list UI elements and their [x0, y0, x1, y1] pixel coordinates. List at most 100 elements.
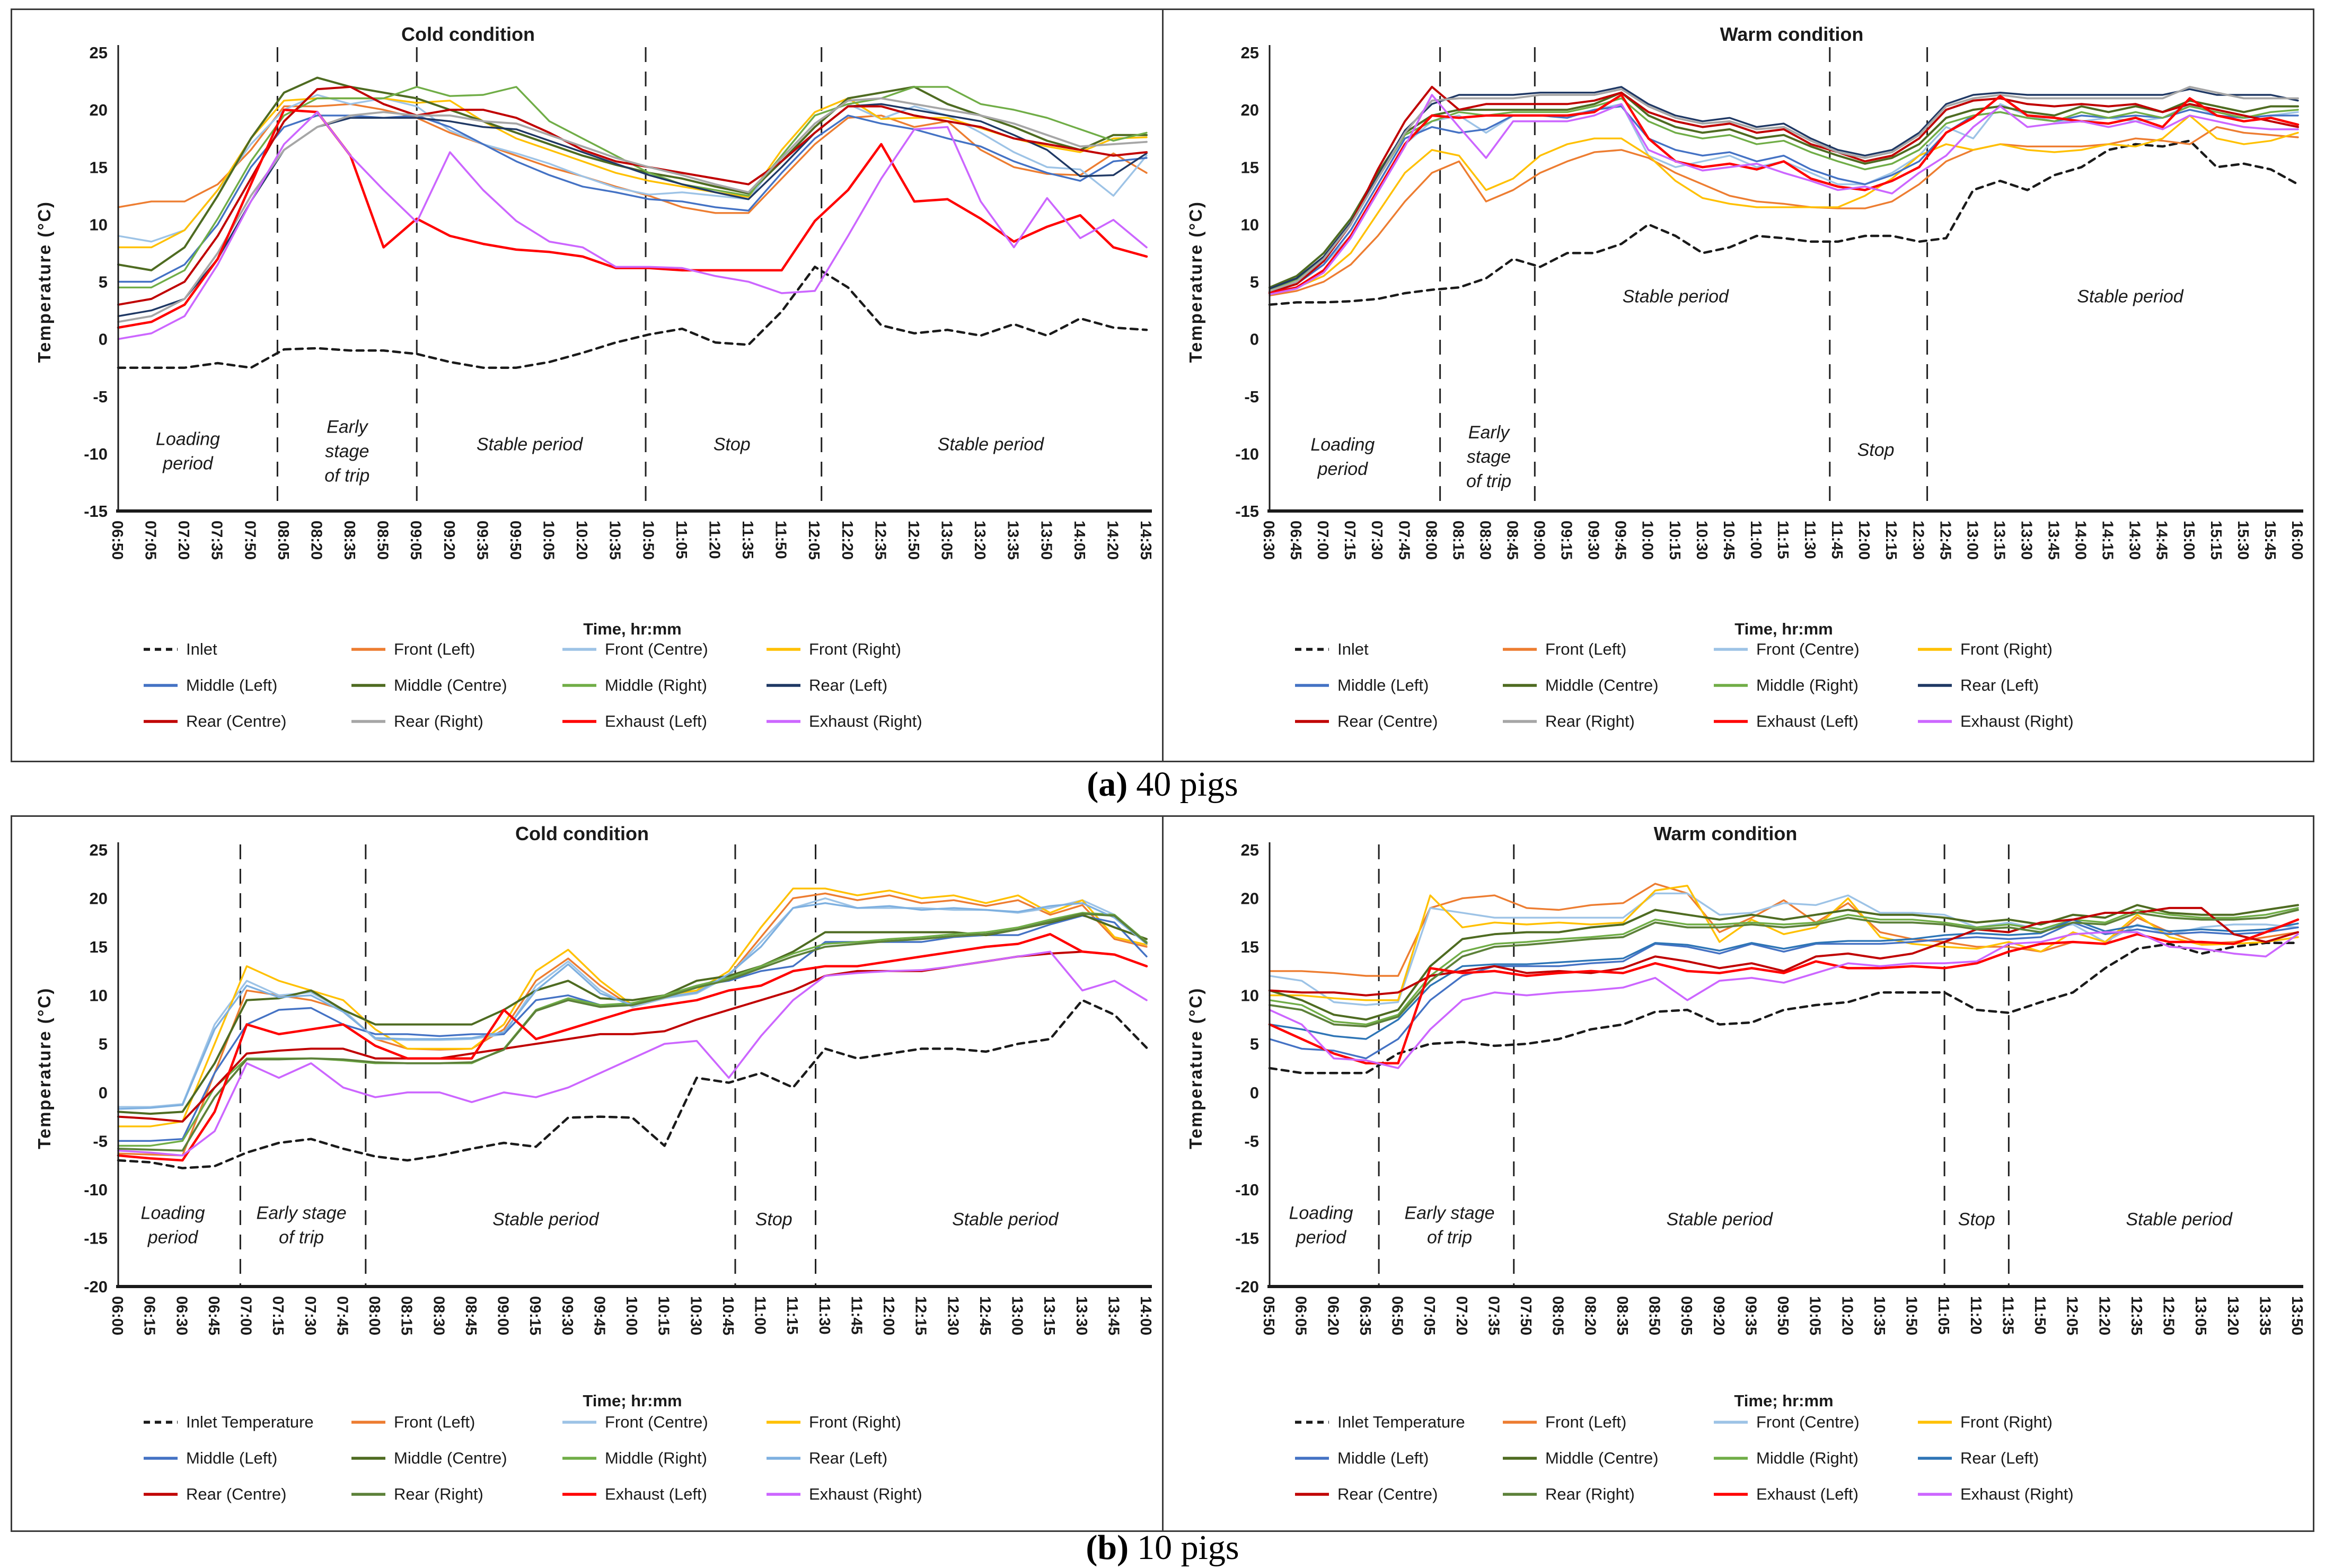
series-line-rear-right [1268, 909, 2299, 1028]
legend-item-front-right: Front (Right) [1917, 1413, 2052, 1431]
x-tick-label: 09:50 [1774, 1296, 1791, 1335]
x-tick-label: 12:45 [976, 1296, 993, 1335]
x-tick-label: 09:20 [441, 521, 457, 560]
x-tick-label: 10:05 [1806, 1296, 1823, 1335]
y-tick-label: 15 [90, 158, 108, 177]
legend-item-inlet-temperature: Inlet Temperature [1294, 1413, 1465, 1431]
x-tick-label: 10:00 [1639, 521, 1655, 560]
x-tick-label: 06:45 [1287, 521, 1304, 560]
x-tick-label: 09:35 [1742, 1296, 1759, 1335]
series-line-front-left [1268, 126, 2299, 297]
x-tick-label: 10:35 [606, 521, 623, 560]
legend-label: Exhaust (Left) [1756, 712, 1859, 730]
phase-label: Loading [1289, 1203, 1353, 1223]
chart-title: Cold condition [515, 823, 649, 844]
x-tick-label: 06:20 [1324, 1296, 1341, 1335]
y-tick-label: 0 [1249, 330, 1258, 349]
phase-label: Loading [1310, 435, 1375, 455]
x-tick-label: 13:00 [1009, 1296, 1026, 1335]
phase-label: Stable period [938, 434, 1044, 454]
legend-item-exhaust-right: Exhaust (Right) [1917, 712, 2073, 730]
chart-title: Cold condition [401, 23, 535, 45]
y-tick-label: -10 [1235, 1181, 1259, 1199]
x-tick-label: 09:45 [591, 1296, 607, 1335]
phase-label: Stop [755, 1210, 792, 1230]
y-tick-label: 20 [90, 889, 108, 908]
x-tick-label: 12:15 [912, 1296, 929, 1335]
y-tick-label: -15 [1235, 502, 1259, 521]
x-tick-label: 13:30 [1073, 1296, 1090, 1335]
x-tick-label: 14:20 [1104, 521, 1121, 560]
x-tick-label: 09:05 [1678, 1296, 1695, 1335]
legend-label: Inlet [186, 640, 217, 658]
x-tick-label: 08:20 [1581, 1296, 1598, 1335]
x-tick-label: 11:20 [1967, 1296, 1984, 1335]
legend-label: Middle (Left) [1337, 676, 1429, 694]
x-tick-label: 07:15 [269, 1296, 286, 1335]
y-tick-label: 0 [1249, 1083, 1258, 1102]
y-tick-label: -10 [84, 445, 108, 463]
x-tick-label: 15:30 [2234, 521, 2251, 560]
legend-label: Rear (Left) [1960, 676, 2039, 694]
phase-label: Stable period [1666, 1210, 1773, 1230]
legend-item-middle-right: Middle (Right) [1713, 1449, 1858, 1467]
x-tick-label: 09:35 [473, 521, 490, 560]
x-tick-label: 13:20 [971, 521, 988, 560]
phase-label: Early stage [1404, 1203, 1494, 1223]
phase-label: Stable period [2126, 1210, 2232, 1230]
x-tick-label: 13:05 [2192, 1296, 2209, 1335]
caption-a: (a) 40 pigs [0, 764, 2325, 805]
series-line-middle-left [1268, 921, 2299, 1060]
legend-item-inlet: Inlet [144, 640, 217, 658]
x-tick-label: 11:35 [1999, 1296, 2016, 1335]
caption-b: (b) 10 pigs [0, 1528, 2325, 1568]
legend-item-rear-right: Rear (Right) [1502, 712, 1634, 730]
phase-label: Stop [1857, 440, 1894, 460]
y-tick-label: -20 [1235, 1278, 1259, 1296]
x-tick-label: 09:30 [559, 1296, 576, 1335]
x-tick-label: 10:45 [1720, 521, 1737, 560]
x-tick-label: 08:30 [430, 1296, 447, 1335]
chart-warm-40-box: Warm condition -15 -10 -5 0 5 10 15 20 25 Temperat… [1161, 8, 2314, 762]
y-tick-label: 25 [1240, 841, 1258, 859]
legend-label: Middle (Left) [186, 1449, 277, 1467]
legend-item-middle-left: Middle (Left) [144, 676, 277, 694]
y-tick-label: -5 [1244, 387, 1259, 406]
y-tick-label: 10 [1240, 215, 1258, 234]
y-tick-label: -5 [93, 1132, 108, 1150]
x-tick-label: 12:35 [871, 521, 888, 560]
y-tick-label: 10 [90, 215, 108, 234]
x-tick-label: 11:30 [1801, 521, 1818, 559]
x-tick-label: 12:00 [880, 1296, 897, 1335]
chart-cold-10-box: Cold condition -20 -15 -10 -5 0 5 10 15 20 25 Tempe… [11, 815, 1164, 1532]
x-tick-label: 09:20 [1710, 1296, 1727, 1335]
legend-label: Rear (Right) [394, 1485, 483, 1503]
phase-label: of trip [324, 465, 369, 486]
y-tick-label: 10 [90, 986, 108, 1005]
y-tick-label: -15 [84, 502, 108, 521]
legend-item-middle-left: Middle (Left) [1294, 676, 1429, 694]
x-tick-label: 13:35 [2256, 1296, 2273, 1335]
x-tick-label: 12:05 [805, 521, 822, 560]
x-tick-label: 08:05 [275, 521, 292, 560]
legend-label: Front (Right) [809, 1413, 901, 1431]
caption-b-text: 10 pigs [1137, 1528, 1239, 1567]
x-tick-label: 14:00 [2072, 521, 2089, 560]
x-tick-label: 12:20 [2095, 1296, 2112, 1335]
x-tick-label: 06:35 [1356, 1296, 1373, 1335]
series-line-front-centre [1268, 103, 2299, 292]
legend-label: Inlet [1337, 640, 1369, 658]
x-axis-label: Time; hr:mm [1734, 1391, 1833, 1410]
legend-label: Front (Left) [394, 640, 475, 658]
chart-cold-10: Cold condition -20 -15 -10 -5 0 5 10 15 20 25 Tempe… [34, 823, 1154, 1503]
legend-label: Front (Right) [1960, 640, 2053, 658]
series-line-exhaust-left [117, 933, 1148, 1162]
x-tick-label: 07:05 [1421, 1296, 1438, 1335]
x-tick-label: 11:15 [1774, 521, 1791, 559]
x-tick-label: 12:00 [1855, 521, 1872, 560]
x-tick-label: 10:50 [1903, 1296, 1919, 1335]
legend-item-front-centre: Front (Centre) [1713, 640, 1859, 658]
x-tick-label: 10:50 [639, 521, 656, 560]
x-tick-label: 07:30 [1368, 521, 1385, 560]
series-line-front-left [1268, 883, 2299, 977]
